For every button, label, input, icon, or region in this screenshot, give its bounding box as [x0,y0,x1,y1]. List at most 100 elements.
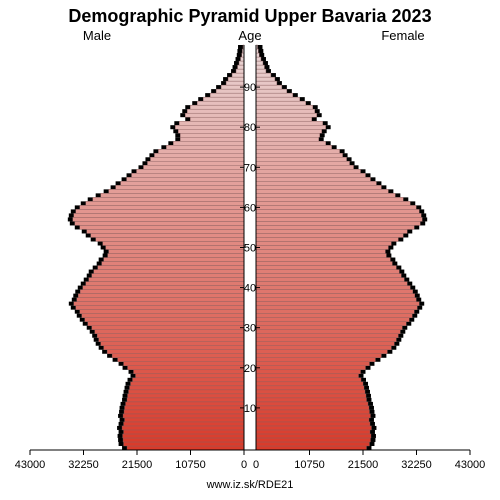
bar-female [256,382,363,386]
bar-female [256,374,359,378]
y-tick-label: 30 [244,323,256,335]
bar-male [95,330,244,334]
bar-female [256,278,404,282]
bar-male [131,382,244,386]
bar-female [256,402,368,406]
bar-male [236,69,244,73]
bar-male [123,434,244,438]
bar-male [121,181,244,185]
bar-male [185,113,244,117]
bar-male [226,81,244,85]
bar-male [106,245,244,249]
bar-male [124,422,244,426]
bar-male [143,165,244,169]
bar-male [86,201,244,205]
bar-female [256,233,403,237]
bar-male [190,117,244,121]
bar-male [133,378,244,382]
bar-female [256,217,422,221]
bar-female [256,350,387,354]
bar-female [256,434,371,438]
bar-female [256,386,364,390]
bar-male [76,209,244,213]
bar-female [256,366,365,370]
bar-male [74,302,244,306]
bar-female [256,73,271,77]
bar-female [256,442,369,446]
bar-female [256,69,266,73]
bar-male [97,334,244,338]
bar-female [256,270,399,274]
bar-female [256,189,388,193]
bar-male [136,374,244,378]
bar-male [239,61,244,65]
bar-male [216,89,244,93]
bar-male [87,229,244,233]
bar-female [256,290,413,294]
bar-male [76,306,244,310]
bar-female [256,306,417,310]
bar-female [256,334,398,338]
bar-male [127,398,244,402]
bar-female [256,390,365,394]
bar-male [127,177,244,181]
bar-male [116,185,244,189]
bar-male [137,169,244,173]
bar-female [256,330,400,334]
bar-male [80,225,244,229]
bar-female [256,97,300,101]
bar-female [256,394,366,398]
bar-male [103,241,244,245]
y-tick-label: 60 [244,202,256,214]
x-tick-label: 32250 [401,459,432,471]
bar-female [256,93,293,97]
bar-male [92,326,244,330]
y-tick-label: 50 [244,243,256,255]
bar-male [122,426,244,430]
bar-female [256,157,347,161]
bar-male [124,410,244,414]
bar-male [75,221,244,225]
bar-female [256,101,306,105]
bar-female [256,241,391,245]
bar-male [83,286,244,290]
bar-female [256,169,361,173]
bar-male [85,318,244,322]
bar-male [80,205,244,209]
bar-male [74,213,244,217]
bar-female [256,438,370,442]
bar-female [256,326,402,330]
bar-male [173,141,244,145]
bar-male [125,406,244,410]
bar-female [256,89,287,93]
x-tick-label: 10750 [175,459,206,471]
bar-male [96,237,244,241]
bar-male [98,266,244,270]
bar-female [256,125,326,129]
male-label: Male [83,28,111,43]
bar-female [256,422,370,426]
bar-male [104,258,244,262]
bar-female [256,133,320,137]
bar-female [256,370,361,374]
bar-male [109,189,244,193]
bar-male [101,342,244,346]
bar-female [256,141,326,145]
bar-female [256,209,419,213]
bar-male [86,282,244,286]
bar-female [256,245,388,249]
bar-male [228,77,244,81]
x-tick-label: 32250 [68,459,99,471]
female-label: Female [381,28,424,43]
bar-male [128,366,244,370]
bar-female [256,446,366,450]
bar-female [256,410,369,414]
x-tick-label: 0 [241,459,247,471]
bar-female [256,274,401,278]
bar-male [94,270,244,274]
bar-male [166,145,244,149]
bar-female [256,77,275,81]
bar-female [256,286,410,290]
bar-male [104,346,244,350]
bar-female [256,302,419,306]
